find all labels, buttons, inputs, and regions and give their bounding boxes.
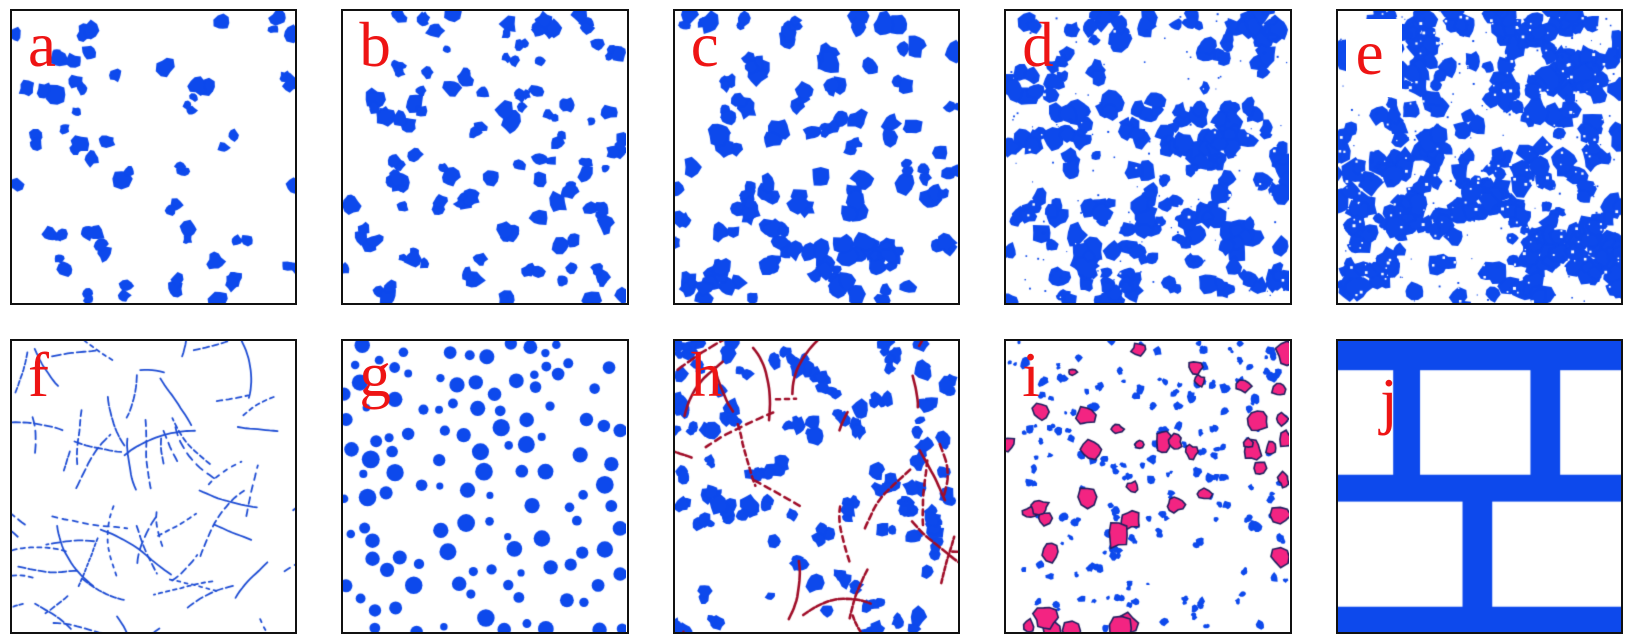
panel-g: g: [341, 338, 629, 634]
panel-i: i: [1004, 338, 1292, 634]
panel-label-c: c: [690, 10, 719, 80]
micrograph-canvas-c: [674, 11, 958, 303]
micrograph-canvas-g: [343, 340, 627, 633]
micrograph-canvas-d: [1006, 11, 1290, 303]
panel-label-h: h: [690, 339, 723, 410]
micrograph-canvas-i: [1006, 340, 1290, 633]
panel-f: f: [10, 338, 298, 634]
panel-label-i: i: [1022, 339, 1040, 410]
panel-label-a: a: [28, 10, 56, 80]
panel-label-b: b: [359, 10, 391, 80]
panel-c: c: [672, 9, 961, 305]
panel-a: a: [10, 9, 298, 305]
micrograph-canvas-j: [1337, 340, 1621, 633]
micrograph-canvas-b: [343, 11, 627, 303]
micrograph-canvas-a: [12, 11, 295, 303]
panel-j: j: [1335, 338, 1623, 634]
panel-b: b: [341, 9, 629, 305]
panel-label-g: g: [359, 339, 391, 410]
panel-label-e: e: [1345, 19, 1402, 98]
panel-h: h: [672, 338, 961, 634]
micrograph-canvas-h: [674, 340, 958, 633]
panel-label-d: d: [1022, 10, 1054, 80]
panel-label-f: f: [28, 339, 49, 410]
panel-label-j: j: [1380, 365, 1398, 436]
panel-d: d: [1004, 9, 1292, 305]
panel-e: e: [1335, 9, 1623, 305]
micrograph-canvas-f: [12, 340, 295, 633]
